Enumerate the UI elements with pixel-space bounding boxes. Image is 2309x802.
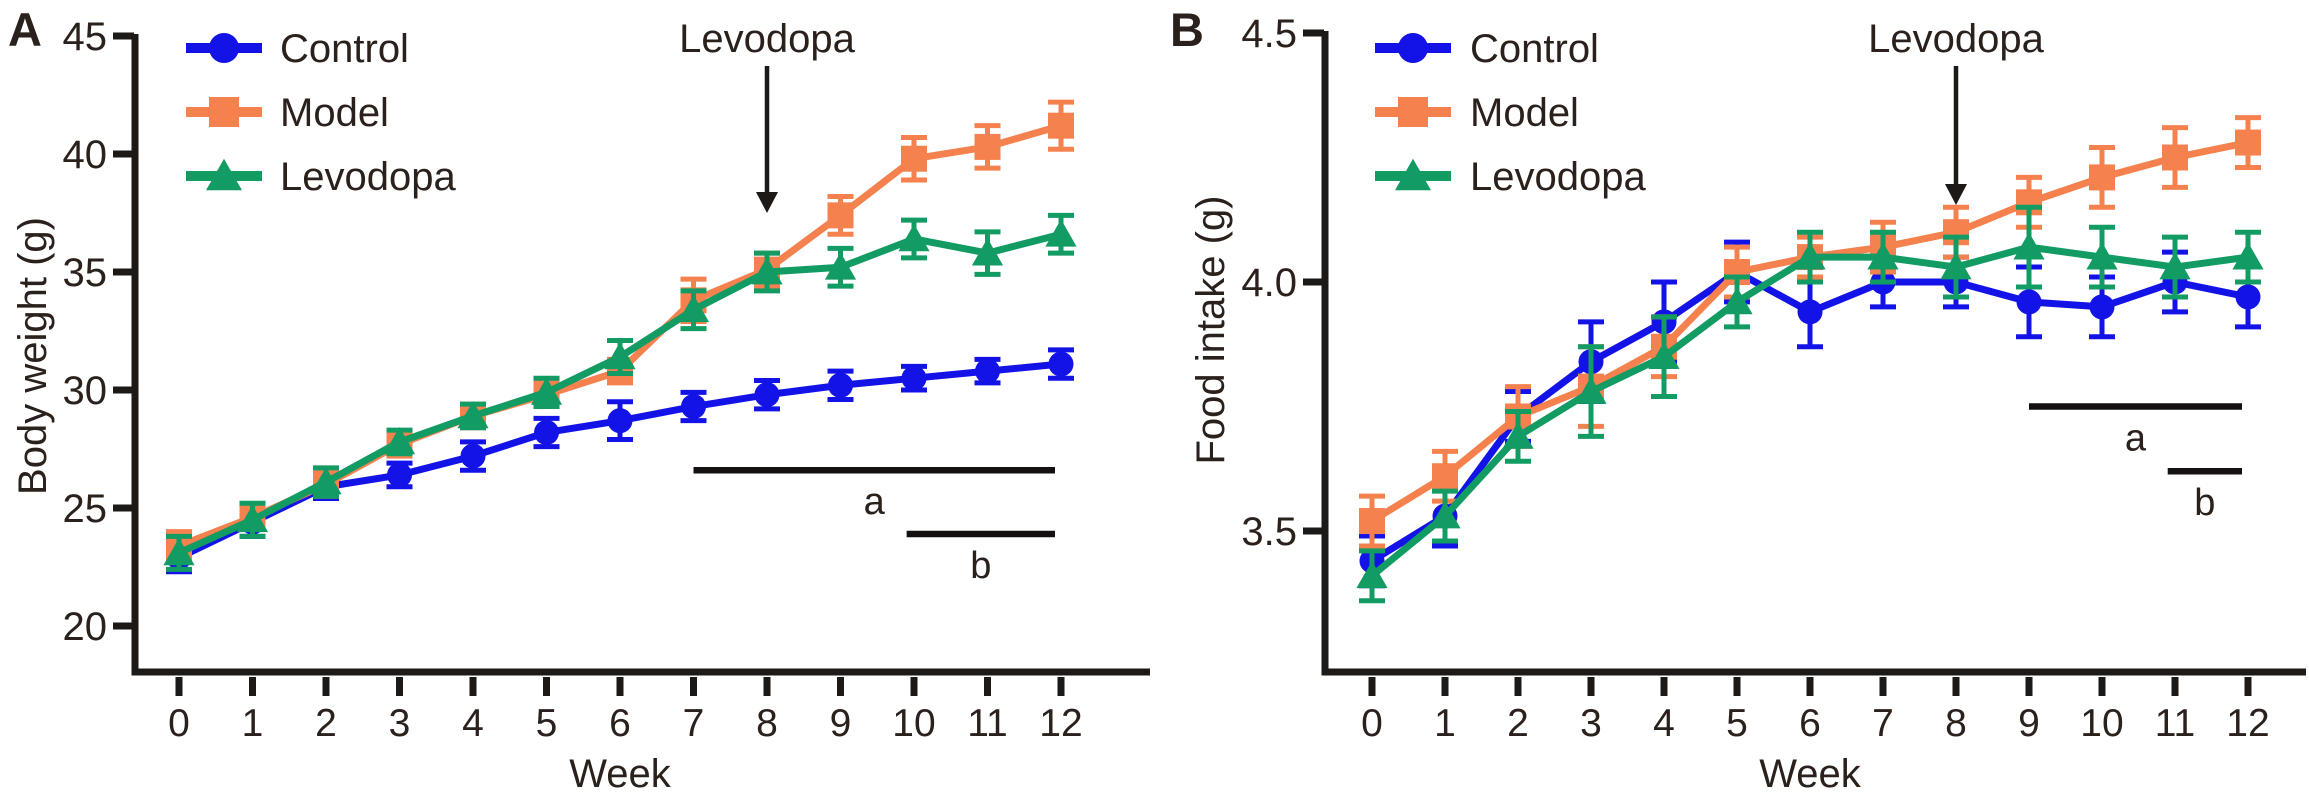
panel-label-A: A [8,3,42,56]
significance-bar-b: b [2167,467,2242,524]
x-tick-label: 10 [892,702,935,745]
x-tick-label: 12 [1039,702,1082,745]
legend-label: Control [280,27,409,71]
axes [131,34,1150,676]
x-tick-label: 5 [1726,702,1748,745]
y-tick-label: 3.5 [1241,510,1297,554]
x-axis-label: Week [1759,752,1862,796]
annotation-levodopa: Levodopa [1868,17,2045,205]
x-tick-label: 6 [609,702,631,745]
y-axis-ticks: 20 25 30 35 40 45 [63,15,134,649]
significance-bar-b: b [906,530,1055,587]
square-marker-icon [1398,97,1428,127]
significance-label: b [2194,482,2215,524]
legend-label: Model [280,91,389,135]
x-tick-label: 11 [2155,702,2196,745]
triangle-marker-icon [206,158,242,191]
x-tick-label: 6 [1799,702,1821,745]
x-tick-label: 3 [1580,702,1602,745]
legend: Control Model Levodopa [1375,27,1646,199]
y-tick-label: 40 [63,133,108,177]
x-tick-label: 12 [2226,702,2269,745]
triangle-marker-icon [1395,158,1431,191]
legend-item-model: Model [186,91,389,135]
legend-item-levodopa: Levodopa [186,155,456,199]
x-tick-label: 3 [389,702,411,745]
x-tick-label: 0 [1361,702,1383,745]
x-tick-label: 11 [967,702,1008,745]
x-tick-label: 4 [1653,702,1675,745]
y-tick-label: 4.0 [1241,261,1297,305]
series-levodopa [163,212,1077,572]
x-tick-label: 2 [315,702,337,745]
significance-bar-a: a [693,466,1055,523]
y-axis-ticks: 3.5 4.0 4.5 [1241,12,1324,554]
annotation-levodopa: Levodopa [679,17,856,213]
series-control [1359,239,2261,589]
x-tick-label: 2 [1507,702,1529,745]
series-levodopa [1356,204,2264,604]
axes [1321,31,2306,676]
legend: Control Model Levodopa [186,27,456,199]
y-tick-label: 30 [63,369,108,413]
x-tick-label: 7 [683,702,705,745]
legend-label: Model [1470,91,1579,135]
annotation-text: Levodopa [679,17,855,61]
y-tick-label: 20 [63,605,108,649]
x-tick-label: 9 [2018,702,2040,745]
panel-label-B: B [1170,3,1204,56]
panel-B: B 3.5 4.0 4.5 0 1 2 3 4 5 6 7 8 9 10 11 12 Week Food inta… [1160,0,2309,802]
x-tick-label: 1 [1434,702,1456,745]
x-tick-label: 9 [830,702,852,745]
y-axis-label: Body weight (g) [11,217,55,495]
x-tick-label: 5 [536,702,558,745]
legend-label: Levodopa [1470,155,1646,199]
y-tick-label: 45 [63,15,108,59]
annotation-text: Levodopa [1868,17,2044,61]
x-tick-label: 4 [462,702,484,745]
x-axis-label: Week [569,752,672,796]
x-tick-label: 8 [1945,702,1967,745]
y-tick-label: 35 [63,251,108,295]
significance-label: b [970,545,991,587]
legend-item-levodopa: Levodopa [1375,155,1646,199]
legend-item-model: Model [1375,91,1579,135]
y-tick-label: 4.5 [1241,12,1297,56]
legend-item-control: Control [1375,27,1599,71]
y-tick-label: 25 [63,487,108,531]
legend-item-control: Control [186,27,409,71]
x-tick-label: 1 [242,702,264,745]
circle-marker-icon [209,33,239,63]
square-marker-icon [209,97,239,127]
x-tick-label: 8 [756,702,778,745]
x-axis-ticks: 0 1 2 3 4 5 6 7 8 9 10 11 12 [168,677,1083,745]
arrow-down-icon [1945,184,1967,205]
significance-label: a [864,481,886,523]
x-tick-label: 0 [168,702,190,745]
significance-label: a [2125,418,2147,460]
arrow-down-icon [756,192,778,213]
significance-bar-a: a [2029,403,2242,460]
circle-marker-icon [1398,33,1428,63]
panel-A: A 20 25 30 35 40 45 0 1 2 3 4 5 6 7 8 9 10 11 12 Week Body w… [8,3,1150,796]
legend-label: Control [1470,27,1599,71]
legend-label: Levodopa [280,155,456,199]
x-axis-ticks: 0 1 2 3 4 5 6 7 8 9 10 11 12 [1361,677,2270,745]
x-tick-label: 7 [1872,702,1894,745]
x-tick-label: 10 [2080,702,2123,745]
y-axis-label: Food intake (g) [1189,195,1233,464]
